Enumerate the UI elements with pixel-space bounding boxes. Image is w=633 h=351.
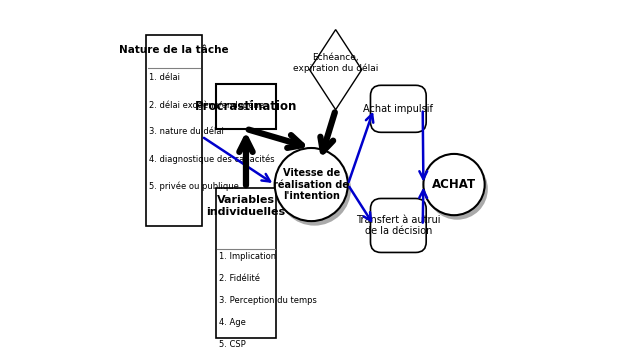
FancyBboxPatch shape (215, 188, 277, 338)
Text: Echéance,
expiration du délai: Echéance, expiration du délai (293, 53, 379, 73)
Text: Procrastination: Procrastination (195, 100, 297, 113)
Text: 5. privée ou publique: 5. privée ou publique (149, 182, 239, 191)
Text: Variables
individuelles: Variables individuelles (206, 195, 285, 217)
FancyBboxPatch shape (146, 35, 201, 226)
Circle shape (275, 148, 348, 221)
Text: 2. délai exogène/endogène: 2. délai exogène/endogène (149, 100, 264, 110)
FancyBboxPatch shape (370, 85, 426, 132)
Text: 3. nature du délai: 3. nature du délai (149, 127, 223, 137)
Text: 1. délai: 1. délai (149, 73, 180, 82)
Text: Transfert à autrui
de la décision: Transfert à autrui de la décision (356, 215, 441, 236)
Circle shape (423, 154, 485, 215)
Text: 2. Fidélité: 2. Fidélité (219, 274, 260, 283)
Circle shape (278, 153, 351, 226)
Polygon shape (310, 29, 362, 110)
Text: 5. CSP: 5. CSP (219, 340, 246, 349)
FancyBboxPatch shape (215, 84, 277, 129)
Text: 3. Perception du temps: 3. Perception du temps (219, 296, 317, 305)
Text: 4. diagnostique des capacités: 4. diagnostique des capacités (149, 154, 274, 164)
Text: 4. Age: 4. Age (219, 318, 246, 327)
FancyBboxPatch shape (370, 198, 426, 252)
Text: Nature de la tâche: Nature de la tâche (119, 45, 229, 55)
Text: Achat impulsif: Achat impulsif (363, 104, 433, 114)
Text: Vitesse de
réalisation de
l'intention: Vitesse de réalisation de l'intention (273, 168, 349, 201)
Circle shape (427, 158, 488, 220)
Text: ACHAT: ACHAT (432, 178, 476, 191)
Text: 1. Implication: 1. Implication (219, 252, 276, 261)
